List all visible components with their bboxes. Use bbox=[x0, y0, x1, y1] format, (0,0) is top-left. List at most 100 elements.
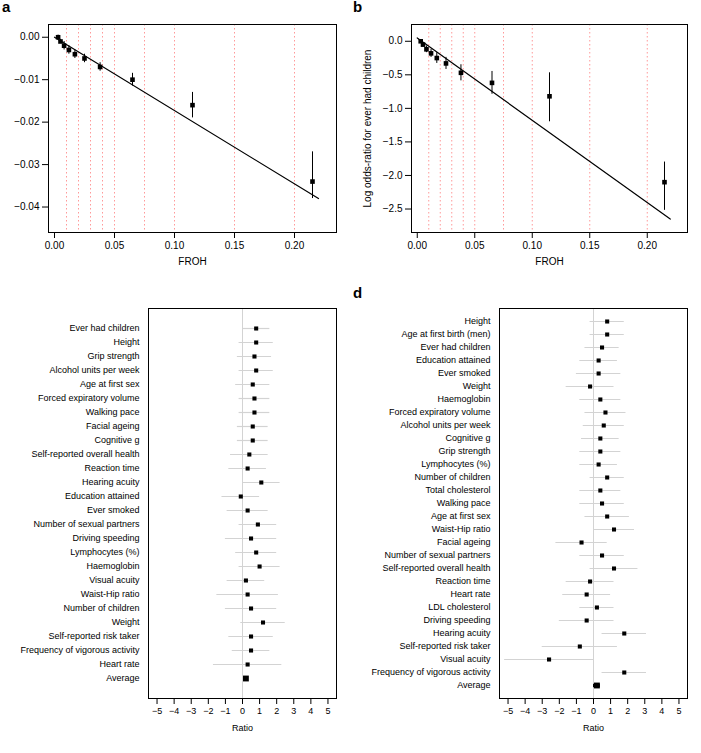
svg-text:5: 5 bbox=[325, 706, 330, 716]
svg-text:4: 4 bbox=[659, 706, 664, 716]
svg-text:Cognitive g: Cognitive g bbox=[445, 433, 490, 443]
svg-text:−1: −1 bbox=[571, 706, 581, 716]
svg-text:0.00: 0.00 bbox=[20, 31, 40, 42]
svg-text:3: 3 bbox=[642, 706, 647, 716]
svg-text:Ratio: Ratio bbox=[232, 723, 253, 733]
svg-text:Number of children: Number of children bbox=[414, 472, 490, 482]
svg-text:Age at first sex: Age at first sex bbox=[431, 511, 491, 521]
svg-text:0.15: 0.15 bbox=[580, 240, 600, 251]
svg-text:Ever had children: Ever had children bbox=[420, 342, 490, 352]
svg-text:Age at first sex: Age at first sex bbox=[80, 379, 140, 389]
svg-text:Alcohol units per week: Alcohol units per week bbox=[400, 420, 491, 430]
svg-text:0.20: 0.20 bbox=[285, 240, 305, 251]
svg-text:2: 2 bbox=[625, 706, 630, 716]
svg-text:Reaction time: Reaction time bbox=[435, 576, 490, 586]
svg-text:Ever had children: Ever had children bbox=[69, 323, 139, 333]
svg-text:5: 5 bbox=[676, 706, 681, 716]
svg-text:−5: −5 bbox=[503, 706, 513, 716]
svg-text:Number of sexual partners: Number of sexual partners bbox=[33, 519, 140, 529]
svg-text:Visual acuity: Visual acuity bbox=[89, 575, 140, 585]
svg-text:−1.5: −1.5 bbox=[383, 136, 403, 147]
svg-text:Heart rate: Heart rate bbox=[450, 589, 490, 599]
svg-text:Hearing acuity: Hearing acuity bbox=[82, 477, 140, 487]
svg-text:FROH: FROH bbox=[535, 256, 563, 267]
svg-text:Frequency of vigorous activity: Frequency of vigorous activity bbox=[371, 667, 491, 677]
svg-text:Facial ageing: Facial ageing bbox=[86, 421, 140, 431]
svg-text:Cognitive g: Cognitive g bbox=[94, 435, 139, 445]
svg-text:0.10: 0.10 bbox=[165, 240, 185, 251]
svg-text:Driving speeding: Driving speeding bbox=[423, 615, 490, 625]
svg-text:Weight: Weight bbox=[112, 617, 140, 627]
svg-text:0: 0 bbox=[591, 706, 596, 716]
svg-text:−2.5: −2.5 bbox=[383, 203, 403, 214]
svg-text:0.10: 0.10 bbox=[523, 240, 543, 251]
svg-text:1: 1 bbox=[608, 706, 613, 716]
svg-text:3: 3 bbox=[291, 706, 296, 716]
svg-text:FROH: FROH bbox=[178, 256, 206, 267]
svg-text:0.05: 0.05 bbox=[105, 240, 125, 251]
svg-text:Ever smoked: Ever smoked bbox=[438, 368, 491, 378]
svg-text:−2.0: −2.0 bbox=[383, 170, 403, 181]
svg-text:Frequency of vigorous activity: Frequency of vigorous activity bbox=[20, 645, 140, 655]
svg-text:Lymphocytes (%): Lymphocytes (%) bbox=[421, 459, 490, 469]
svg-text:Hearing acuity: Hearing acuity bbox=[433, 628, 491, 638]
svg-text:Waist-Hip ratio: Waist-Hip ratio bbox=[432, 524, 491, 534]
svg-text:−4: −4 bbox=[169, 706, 179, 716]
svg-text:−1.0: −1.0 bbox=[383, 103, 403, 114]
svg-text:Number of children: Number of children bbox=[63, 603, 139, 613]
svg-text:Alcohol units per week: Alcohol units per week bbox=[49, 365, 140, 375]
svg-text:0.15: 0.15 bbox=[225, 240, 245, 251]
svg-text:2: 2 bbox=[274, 706, 279, 716]
svg-text:Education attained: Education attained bbox=[65, 491, 140, 501]
svg-text:0.05: 0.05 bbox=[465, 240, 485, 251]
svg-text:−4: −4 bbox=[520, 706, 530, 716]
svg-text:Facial ageing: Facial ageing bbox=[437, 537, 491, 547]
svg-text:Walking pace: Walking pace bbox=[437, 498, 491, 508]
svg-text:Driving speeding: Driving speeding bbox=[72, 533, 139, 543]
svg-text:−5: −5 bbox=[152, 706, 162, 716]
svg-text:−0.04: −0.04 bbox=[14, 201, 40, 212]
svg-text:0.20: 0.20 bbox=[638, 240, 658, 251]
svg-text:Visual acuity: Visual acuity bbox=[440, 654, 491, 664]
svg-text:Lymphocytes (%): Lymphocytes (%) bbox=[70, 547, 139, 557]
svg-text:Ratio: Ratio bbox=[583, 723, 604, 733]
svg-text:Self-reported overall health: Self-reported overall health bbox=[382, 563, 490, 573]
svg-text:Height: Height bbox=[464, 316, 491, 326]
svg-text:Log odds-ratio for ever had ch: Log odds-ratio for ever had children bbox=[362, 50, 373, 208]
svg-text:−0.02: −0.02 bbox=[14, 116, 40, 127]
svg-text:Total cholesterol: Total cholesterol bbox=[425, 485, 490, 495]
svg-text:Height: Height bbox=[113, 337, 140, 347]
svg-text:−0.03: −0.03 bbox=[14, 159, 40, 170]
svg-text:Grip strength: Grip strength bbox=[87, 351, 139, 361]
svg-text:−0.5: −0.5 bbox=[383, 69, 403, 80]
svg-text:Waist-Hip ratio: Waist-Hip ratio bbox=[81, 589, 140, 599]
svg-text:Reaction time: Reaction time bbox=[84, 463, 139, 473]
svg-text:−0.01: −0.01 bbox=[14, 74, 40, 85]
svg-text:Weight: Weight bbox=[463, 381, 491, 391]
svg-text:−3: −3 bbox=[537, 706, 547, 716]
svg-text:Self-reported risk taker: Self-reported risk taker bbox=[48, 631, 139, 641]
svg-text:Self-reported risk taker: Self-reported risk taker bbox=[399, 641, 490, 651]
svg-text:0.0: 0.0 bbox=[389, 35, 403, 46]
svg-text:1: 1 bbox=[257, 706, 262, 716]
svg-text:Haemoglobin: Haemoglobin bbox=[86, 561, 139, 571]
svg-text:0: 0 bbox=[240, 706, 245, 716]
svg-text:Grip strength: Grip strength bbox=[438, 446, 490, 456]
svg-text:Ever smoked: Ever smoked bbox=[87, 505, 140, 515]
svg-text:−1: −1 bbox=[220, 706, 230, 716]
svg-text:−2: −2 bbox=[554, 706, 564, 716]
svg-text:Self-reported overall health: Self-reported overall health bbox=[31, 449, 139, 459]
svg-text:Haemoglobin: Haemoglobin bbox=[437, 394, 490, 404]
svg-text:Forced expiratory volume: Forced expiratory volume bbox=[38, 393, 140, 403]
svg-text:LDL cholesterol: LDL cholesterol bbox=[428, 602, 490, 612]
svg-text:Age at first birth (men): Age at first birth (men) bbox=[401, 329, 490, 339]
svg-text:Number of sexual partners: Number of sexual partners bbox=[384, 550, 491, 560]
svg-text:−3: −3 bbox=[186, 706, 196, 716]
svg-text:0.00: 0.00 bbox=[45, 240, 65, 251]
svg-text:Walking pace: Walking pace bbox=[86, 407, 140, 417]
svg-text:Heart rate: Heart rate bbox=[99, 659, 139, 669]
svg-text:4: 4 bbox=[308, 706, 313, 716]
svg-text:−2: −2 bbox=[203, 706, 213, 716]
svg-text:Education attained: Education attained bbox=[416, 355, 491, 365]
svg-text:Average: Average bbox=[457, 680, 490, 690]
